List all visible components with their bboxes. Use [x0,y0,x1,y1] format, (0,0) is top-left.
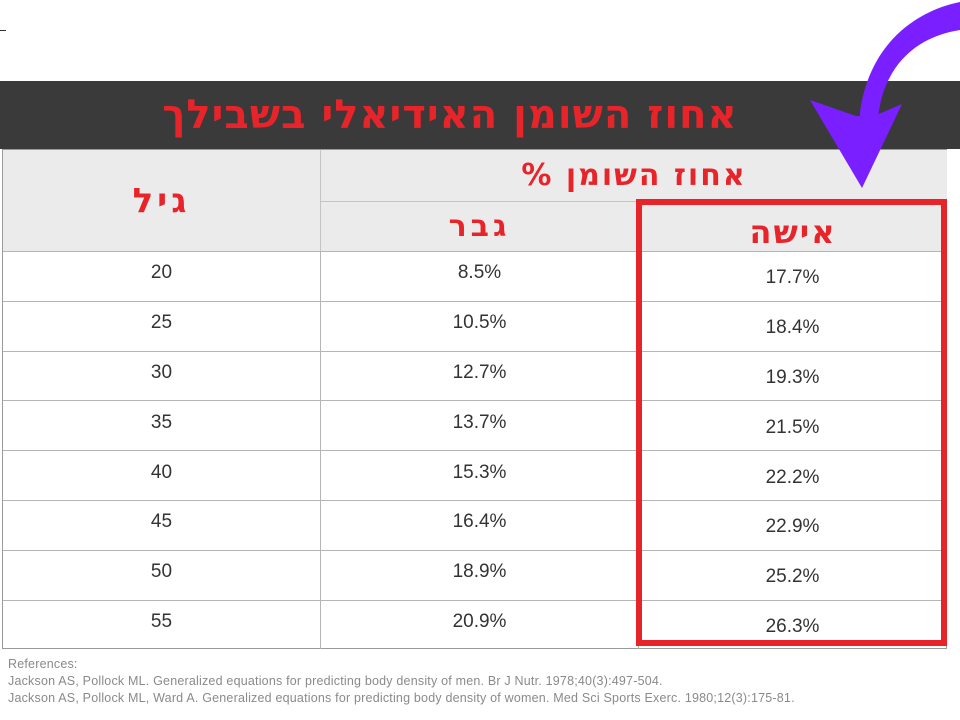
table-row: 20 8.5% 17.7% [3,251,946,301]
cell-man: 10.5% [321,301,639,351]
cell-woman: 22.2% [765,466,820,488]
cell-age: 50 [3,550,321,600]
cell-woman: 25.2% [765,566,820,588]
cell-woman: 26.3% [765,615,820,637]
cell-woman: 17.7% [765,267,820,289]
reference-item: Jackson AS, Pollock ML, Ward A. Generali… [8,691,795,705]
cell-woman: 19.3% [765,366,820,388]
table-row: 25 10.5% 18.4% [3,300,946,351]
cell-woman: 18.4% [765,317,820,339]
cell-age: 55 [3,600,321,650]
references-label: References: [8,657,78,671]
cell-age: 35 [3,401,321,451]
cell-man: 15.3% [321,451,639,500]
cell-age: 25 [3,301,321,351]
table-row: 50 18.9% 25.2% [3,549,946,600]
references: References: Jackson AS, Pollock ML. Gene… [8,656,958,707]
cell-age: 20 [3,252,321,301]
header-age: גיל [3,150,321,251]
table-body: 20 8.5% 17.7% 25 10.5% 18.4% 30 12.7% 19… [3,251,946,650]
cell-woman: 22.9% [765,516,820,538]
header-man: גבר [321,202,639,251]
table-row: 40 15.3% 22.2% [3,450,946,500]
header-woman: אישה [639,202,947,251]
cell-man: 18.9% [321,550,639,600]
cell-man: 8.5% [321,252,639,301]
table-row: 30 12.7% 19.3% [3,350,946,401]
cell-age: 40 [3,451,321,500]
reference-item: Jackson AS, Pollock ML. Generalized equa… [8,674,663,688]
table-row: 55 20.9% 26.3% [3,599,946,650]
cell-man: 20.9% [321,600,639,650]
cell-man: 13.7% [321,401,639,451]
arrow-head [810,100,902,188]
curved-arrow-down-icon [810,2,960,188]
table-row: 35 13.7% 21.5% [3,400,946,451]
cell-man: 16.4% [321,500,639,550]
corner-mark [0,30,6,31]
body-fat-table: גיל אחוז השומן % גבר אישה 20 8.5% 17.7% … [2,149,947,650]
cell-age: 45 [3,500,321,550]
cell-age: 30 [3,351,321,401]
cell-woman: 21.5% [765,416,820,438]
title-bar: אחוז השומן האידיאלי בשבילך [0,81,960,149]
header-fat-percent: אחוז השומן % [321,150,947,202]
arrow-shaft [860,2,960,118]
cell-man: 12.7% [321,351,639,401]
table-row: 45 16.4% 22.9% [3,499,946,550]
page-title: אחוז השומן האידיאלי בשבילך [162,92,738,138]
